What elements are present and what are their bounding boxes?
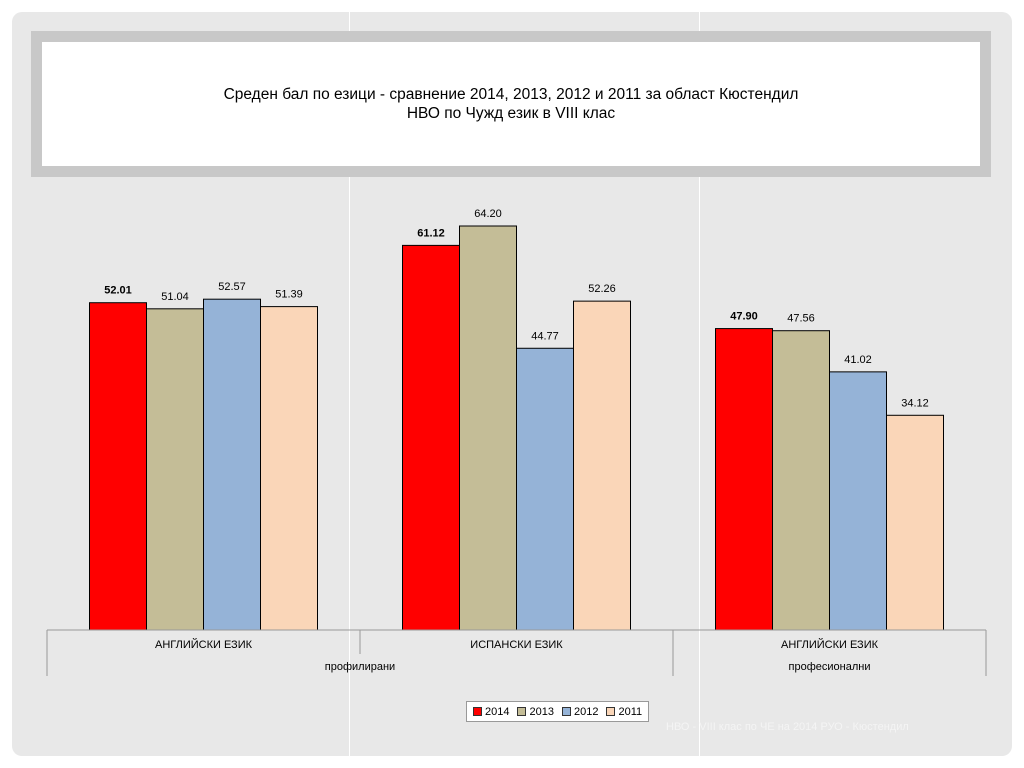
legend-item-2013: 2013 xyxy=(517,705,554,718)
data-label-2014-3: 47.90 xyxy=(730,311,758,323)
legend-swatch-2013 xyxy=(517,707,527,716)
legend-label-2013: 2013 xyxy=(529,705,554,718)
background-divider xyxy=(699,12,700,756)
bar-2011-3 xyxy=(886,414,944,631)
footer-text: НВО - VIII клас по ЧЕ на 2014 РУО - Кюст… xyxy=(666,721,909,733)
chart-title-line-1: Среден бал по езици - сравнение 2014, 20… xyxy=(223,86,799,103)
data-label-2011-2: 52.26 xyxy=(588,283,616,295)
chart-legend: 2014 2013 2012 2011 xyxy=(466,701,650,722)
legend-item-2014: 2014 xyxy=(473,706,509,718)
category-label-3: АНГЛИЙСКИ ЕЗИК xyxy=(781,638,879,651)
legend-label-2014: 2014 xyxy=(485,705,510,718)
bar-2014-2 xyxy=(402,244,460,631)
data-label-2012-1: 52.57 xyxy=(218,281,246,293)
data-label-2014-2: 61.12 xyxy=(417,227,445,239)
title-frame: Среден бал по езици - сравнение 2014, 20… xyxy=(31,31,991,177)
bar-2011-1 xyxy=(260,306,318,631)
legend-item-2011: 2011 xyxy=(606,706,642,718)
category-label-1: АНГЛИЙСКИ ЕЗИК xyxy=(155,638,253,651)
category-label-2: ИСПАНСКИ ЕЗИК xyxy=(470,639,563,651)
legend-item-2012: 2012 xyxy=(561,705,599,718)
group-label-2: професионални xyxy=(789,661,871,673)
bar-2012-1 xyxy=(203,298,261,631)
background-divider xyxy=(349,12,350,756)
legend-swatch-2014 xyxy=(473,707,482,716)
legend-label-2012: 2012 xyxy=(573,705,599,718)
data-label-2013-1: 51.04 xyxy=(161,291,189,303)
bar-2012-3 xyxy=(829,371,887,631)
legend-swatch-2012 xyxy=(561,707,571,716)
bar-2014-3 xyxy=(715,328,773,631)
bar-2013-3 xyxy=(772,330,830,631)
group-label-1: профилирани xyxy=(325,661,395,673)
data-label-2011-3: 34.12 xyxy=(901,397,929,409)
data-label-2013-3: 47.56 xyxy=(787,313,815,325)
bar-2014-1 xyxy=(89,302,147,631)
bar-2013-2 xyxy=(459,225,517,631)
chart-title-line-2: НВО по Чужд език в VIII клас xyxy=(406,105,616,122)
data-label-2014-1: 52.01 xyxy=(104,285,132,297)
legend-label-2011: 2011 xyxy=(618,705,643,718)
bar-2012-2 xyxy=(516,347,574,631)
chart-title: Среден бал по езици - сравнение 2014, 20… xyxy=(42,42,980,166)
data-label-2012-3: 41.02 xyxy=(844,354,872,366)
data-label-2012-2: 44.77 xyxy=(531,330,559,342)
data-label-2011-1: 51.39 xyxy=(275,289,303,301)
bar-2013-1 xyxy=(146,308,204,631)
bar-2011-2 xyxy=(573,300,631,631)
legend-swatch-2011 xyxy=(606,707,616,716)
data-label-2013-2: 64.20 xyxy=(474,208,502,220)
